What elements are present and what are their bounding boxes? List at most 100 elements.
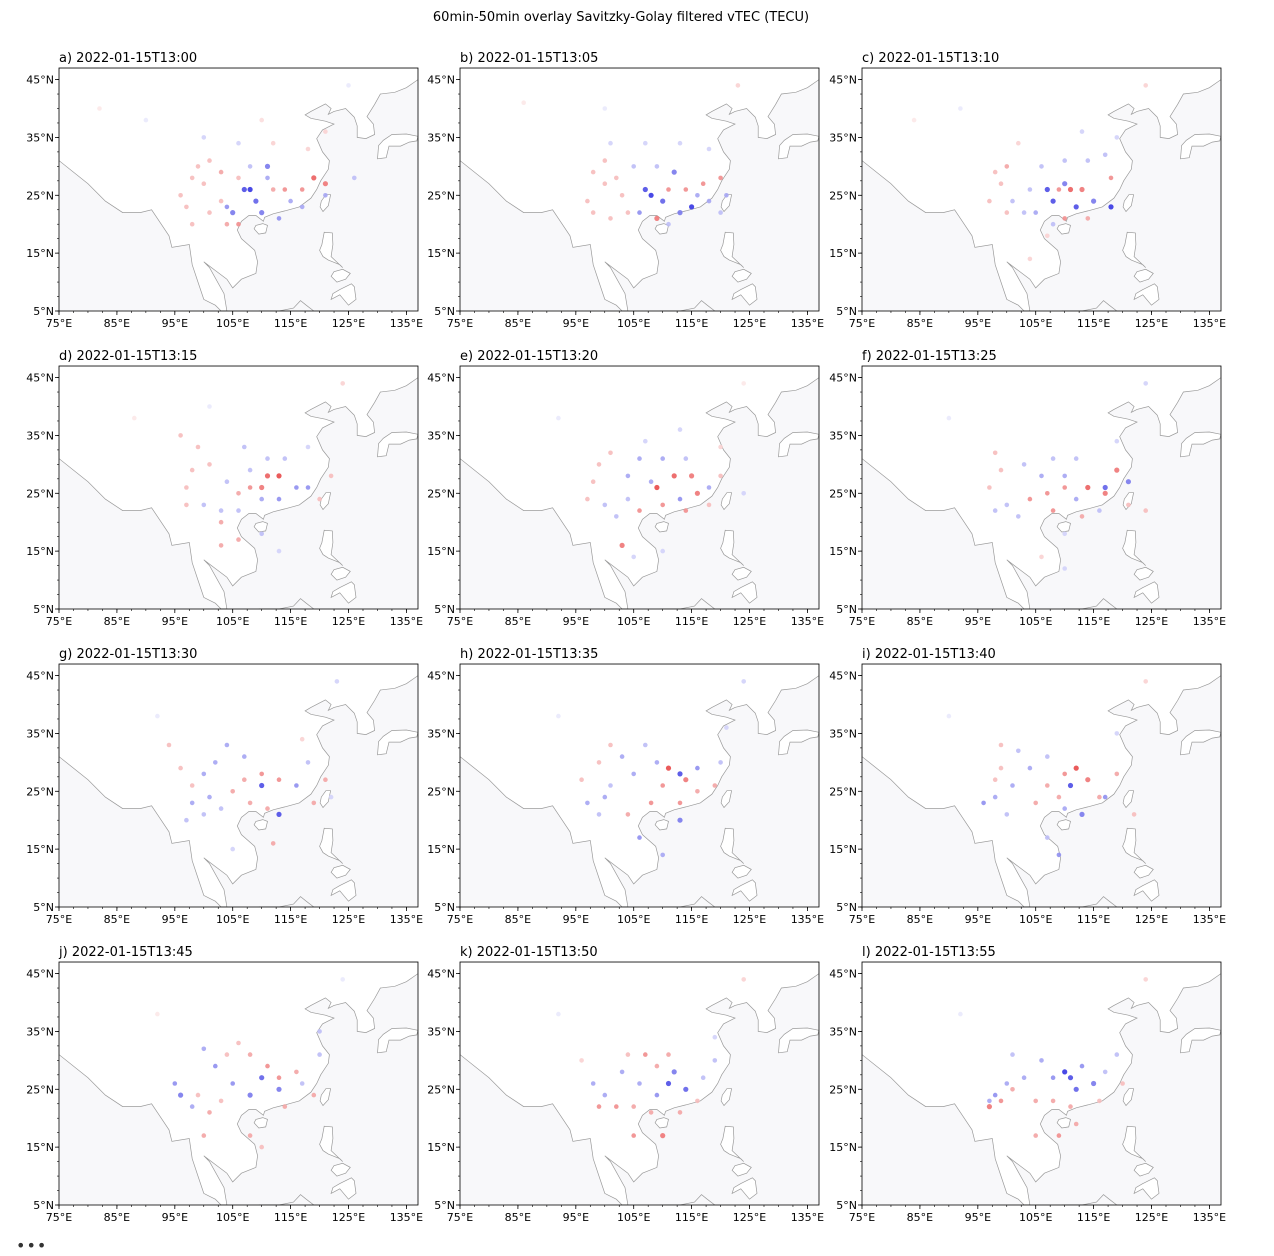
vtec-point <box>328 794 334 800</box>
vtec-point <box>1102 484 1108 491</box>
vtec-point <box>660 198 666 204</box>
island-coastline <box>1122 1125 1146 1162</box>
x-tick-label: 105°E <box>216 317 249 330</box>
y-tick-label: 45°N <box>427 968 455 981</box>
vtec-point <box>195 444 201 450</box>
vtec-point <box>585 198 590 204</box>
x-tick-label: 115°E <box>675 1211 708 1224</box>
vtec-point <box>1050 198 1056 204</box>
vtec-point <box>1079 514 1085 519</box>
vtec-point <box>671 169 677 175</box>
x-tick-label: 135°E <box>1193 913 1226 926</box>
y-tick-label: 35°N <box>26 1025 54 1038</box>
mainland-coastline <box>59 366 418 609</box>
y-tick-label: 5°N <box>434 305 455 318</box>
x-tick-label: 75°E <box>46 913 72 926</box>
x-tick-label: 135°E <box>1193 317 1226 330</box>
vtec-point <box>294 1069 299 1075</box>
more-outputs-indicator[interactable]: ••• <box>16 1236 48 1255</box>
y-tick-label: 45°N <box>427 372 455 385</box>
x-tick-label: 75°E <box>849 615 875 628</box>
x-tick-label: 115°E <box>675 615 708 628</box>
vtec-point <box>602 502 608 508</box>
y-tick-label: 45°N <box>26 670 54 683</box>
x-tick-label: 125°E <box>1135 913 1168 926</box>
y-tick-label: 25°N <box>427 1083 455 1096</box>
vtec-point <box>276 473 282 479</box>
borneo-coastline <box>1061 300 1118 311</box>
island-coastline <box>1180 133 1221 160</box>
x-tick-label: 95°E <box>563 913 589 926</box>
x-tick-label: 75°E <box>46 317 72 330</box>
vtec-point <box>1097 1098 1102 1104</box>
vtec-point <box>189 1104 195 1109</box>
vtec-point <box>207 158 212 163</box>
axes-frame <box>459 67 820 312</box>
vtec-point <box>1073 496 1079 502</box>
map-panel: 5°N 15°N 25°N 35°N 45°N 75°E 85°E 95°E 105°E 115°… <box>26 647 423 926</box>
vtec-point <box>596 812 602 817</box>
vtec-point <box>311 175 317 181</box>
vtec-point <box>579 777 584 782</box>
island-coastline <box>330 581 357 604</box>
vtec-point <box>305 146 311 152</box>
vtec-point <box>276 1075 282 1080</box>
y-tick-label: 5°N <box>434 603 455 616</box>
x-tick-label: 85°E <box>505 317 531 330</box>
vtec-point <box>224 221 230 227</box>
vtec-point <box>317 1052 322 1057</box>
vtec-point <box>1126 502 1131 508</box>
vtec-point <box>276 548 282 554</box>
vtec-point <box>265 456 270 461</box>
figure-title: 60min-50min overlay Savitzky-Golay filte… <box>432 10 810 25</box>
vtec-point <box>201 771 207 777</box>
x-tick-label: 105°E <box>216 615 249 628</box>
vtec-point <box>741 977 746 982</box>
vtec-point <box>241 186 247 193</box>
vtec-point <box>1062 566 1067 571</box>
x-tick-label: 85°E <box>907 913 933 926</box>
vtec-point <box>1079 1063 1085 1069</box>
x-tick-label: 95°E <box>965 913 991 926</box>
vtec-point <box>648 800 654 806</box>
island-coastline <box>720 231 744 268</box>
island-coastline <box>330 879 357 902</box>
x-tick-label: 115°E <box>274 615 307 628</box>
island-coastline <box>1133 581 1160 604</box>
axes-frame <box>861 365 1222 610</box>
vtec-point <box>1085 216 1091 221</box>
island-coastline <box>731 879 758 902</box>
panel-title: d) 2022-01-15T13:15 <box>59 349 197 364</box>
vtec-point <box>1114 135 1120 140</box>
vtec-point <box>1050 1075 1056 1080</box>
x-tick-label: 135°E <box>390 913 423 926</box>
x-tick-label: 75°E <box>447 913 473 926</box>
vtec-point <box>259 782 265 789</box>
vtec-point <box>677 140 683 146</box>
vtec-point <box>1143 679 1148 684</box>
island-coastline <box>731 581 758 604</box>
mainland-coastline <box>862 664 1221 907</box>
vtec-point <box>259 117 265 123</box>
vtec-point <box>247 800 253 806</box>
vtec-point <box>282 1104 288 1109</box>
vtec-point <box>1102 490 1108 496</box>
x-tick-label: 125°E <box>1135 317 1168 330</box>
island-coastline <box>731 1177 758 1200</box>
borneo-coastline <box>258 300 315 311</box>
vtec-point <box>602 794 608 800</box>
vtec-point <box>270 140 276 146</box>
vtec-point <box>276 811 282 818</box>
vtec-point <box>608 783 613 788</box>
vtec-point <box>556 1011 561 1017</box>
y-tick-label: 45°N <box>26 74 54 87</box>
vtec-point <box>1062 158 1067 163</box>
island-coastline <box>330 1177 357 1200</box>
vtec-point <box>660 852 665 858</box>
vtec-point <box>178 433 183 438</box>
vtec-point <box>247 186 253 193</box>
vtec-point <box>317 496 322 502</box>
vtec-point <box>1033 1098 1038 1104</box>
vtec-point <box>334 679 340 684</box>
vtec-point <box>1016 514 1021 519</box>
